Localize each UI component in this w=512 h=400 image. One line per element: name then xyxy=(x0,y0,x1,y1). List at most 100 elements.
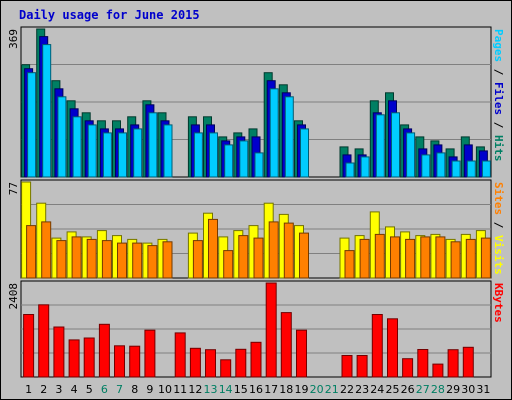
bar-kbytes-day-29 xyxy=(447,349,459,378)
bar-pages-day-16 xyxy=(254,152,264,178)
chart-title: Daily usage for June 2015 xyxy=(19,8,200,22)
day-label-22: 22 xyxy=(340,383,354,396)
bar-kbytes-day-28 xyxy=(432,363,444,378)
day-label-12: 12 xyxy=(188,383,202,396)
bar-kbytes-day-9 xyxy=(144,329,156,378)
legend-label-part: Pages xyxy=(492,29,505,62)
day-label-31: 31 xyxy=(476,383,490,396)
bar-pages-day-24 xyxy=(375,114,385,178)
bar-pages-day-15 xyxy=(239,140,249,178)
day-label-16: 16 xyxy=(249,383,263,396)
bar-sites-day-1 xyxy=(26,225,37,279)
bar-kbytes-day-15 xyxy=(235,348,247,378)
day-label-15: 15 xyxy=(234,383,248,396)
panel-middle-ymax-label: 77 xyxy=(7,182,20,195)
panel-bottom-ymax-label: 2408 xyxy=(7,283,20,310)
bar-sites-day-18 xyxy=(283,222,294,279)
bar-sites-day-29 xyxy=(450,241,461,279)
day-label-23: 23 xyxy=(355,383,369,396)
panel-middle: 77 Sites / Visits xyxy=(7,179,505,279)
bar-kbytes-day-5 xyxy=(83,337,95,378)
legend-label-part: / xyxy=(492,62,505,82)
bar-sites-day-17 xyxy=(268,221,279,279)
day-label-3: 3 xyxy=(55,383,62,396)
bar-pages-day-1 xyxy=(27,72,37,178)
bar-kbytes-day-26 xyxy=(402,358,414,378)
bar-sites-day-13 xyxy=(208,218,218,279)
legend-label-part: Visits xyxy=(492,235,505,275)
legend-label-part: Sites xyxy=(492,182,505,215)
day-label-10: 10 xyxy=(158,383,172,396)
day-label-19: 19 xyxy=(295,383,309,396)
day-label-9: 9 xyxy=(146,383,153,396)
day-label-5: 5 xyxy=(86,383,93,396)
day-label-17: 17 xyxy=(264,383,278,396)
bar-pages-day-7 xyxy=(118,132,127,178)
bar-kbytes-day-18 xyxy=(280,312,292,378)
bar-pages-day-6 xyxy=(102,132,112,178)
bar-pages-day-19 xyxy=(300,128,309,178)
day-label-14: 14 xyxy=(219,383,233,396)
bar-kbytes-day-12 xyxy=(189,347,201,378)
day-label-6: 6 xyxy=(101,383,108,396)
bar-pages-day-8 xyxy=(133,128,143,178)
bar-pages-day-26 xyxy=(406,132,416,178)
bar-kbytes-day-13 xyxy=(205,349,216,378)
bar-kbytes-day-8 xyxy=(129,345,141,378)
bar-pages-day-9 xyxy=(148,112,158,178)
bar-kbytes-day-1 xyxy=(23,314,35,378)
bar-pages-day-17 xyxy=(269,88,279,178)
bar-pages-day-14 xyxy=(224,144,234,178)
bar-sites-day-14 xyxy=(223,250,234,279)
bar-kbytes-day-23 xyxy=(356,355,368,378)
chart-panels: 369 Pages / Files / Hits 77 Sites / Visits 2… xyxy=(7,26,505,378)
bar-sites-day-16 xyxy=(253,237,264,279)
day-label-30: 30 xyxy=(461,383,475,396)
legend-label-part: / xyxy=(492,115,505,135)
bar-pages-day-2 xyxy=(42,44,52,178)
bar-pages-day-5 xyxy=(87,124,97,178)
day-label-21: 21 xyxy=(325,383,339,396)
bar-sites-day-23 xyxy=(359,238,370,279)
legend-label-part: / xyxy=(492,215,505,235)
day-label-20: 20 xyxy=(310,383,324,396)
bar-pages-day-28 xyxy=(436,152,446,178)
bar-pages-day-3 xyxy=(57,96,67,178)
day-label-28: 28 xyxy=(431,383,445,396)
day-label-11: 11 xyxy=(173,383,187,396)
panel-bottom-legend-label: KBytes xyxy=(492,283,505,323)
bar-sites-day-15 xyxy=(238,235,249,279)
bar-kbytes-day-30 xyxy=(462,346,474,378)
panel-bottom: 2408 KBytes xyxy=(7,280,505,378)
bar-pages-day-4 xyxy=(72,116,82,178)
bar-pages-day-22 xyxy=(345,162,355,178)
bar-sites-day-19 xyxy=(299,232,309,279)
day-label-13: 13 xyxy=(204,383,218,396)
day-label-25: 25 xyxy=(386,383,400,396)
day-label-4: 4 xyxy=(71,383,78,396)
day-label-29: 29 xyxy=(446,383,460,396)
bar-kbytes-day-7 xyxy=(114,345,125,378)
bar-sites-day-25 xyxy=(390,236,400,279)
legend-label-part: Files xyxy=(492,82,505,115)
bar-sites-day-31 xyxy=(480,237,491,279)
bar-sites-day-4 xyxy=(71,236,82,279)
bar-pages-day-12 xyxy=(193,132,203,178)
bar-sites-day-8 xyxy=(132,242,143,279)
day-labels: 1 2 3 4 5 6 7 8 9 10 11 12 13 14 15 16 17 18 19 20 21 22 23 24 2… xyxy=(25,383,490,396)
day-label-1: 1 xyxy=(25,383,32,396)
bar-sites-day-7 xyxy=(117,242,127,279)
panel-top: 369 Pages / Files / Hits xyxy=(7,26,505,178)
bar-pages-day-23 xyxy=(360,156,370,178)
bar-sites-day-24 xyxy=(374,233,385,279)
bar-pages-day-31 xyxy=(481,160,491,178)
bar-pages-day-13 xyxy=(209,132,218,178)
panel-middle-legend-label: Sites / Visits xyxy=(492,182,505,275)
bar-pages-day-25 xyxy=(391,112,400,178)
bar-kbytes-day-25 xyxy=(387,318,398,378)
bar-sites-day-9 xyxy=(147,245,158,279)
bar-kbytes-day-16 xyxy=(250,341,262,378)
bar-kbytes-day-22 xyxy=(341,355,353,378)
